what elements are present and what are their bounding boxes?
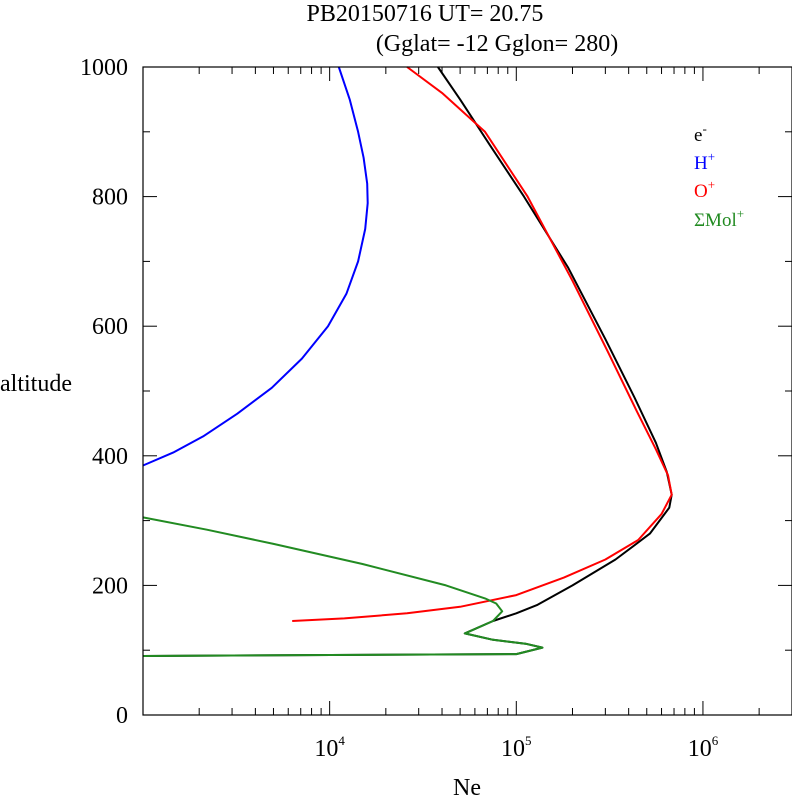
legend-entry: e- — [694, 121, 707, 146]
y-tick-label: 800 — [92, 185, 128, 211]
x-axis-label: Ne — [453, 775, 481, 796]
series-line-1 — [142, 66, 369, 467]
legend-entry: O+ — [694, 177, 715, 202]
legend-entry: H+ — [694, 149, 715, 174]
series-line-2 — [292, 66, 673, 622]
series-line-3 — [142, 516, 544, 657]
y-axis-ticks: 0 200 400 600 800 1000 — [80, 55, 792, 729]
series-line-0 — [142, 66, 673, 657]
chart-title: PB20150716 UT= 20.75 — [307, 1, 544, 27]
series-lines — [142, 66, 673, 657]
x-tick-label: 104 — [314, 733, 345, 762]
x-tick-label: 105 — [501, 733, 532, 762]
y-tick-label: 200 — [92, 573, 128, 599]
y-tick-label: 400 — [92, 444, 128, 470]
x-tick-label: 106 — [688, 733, 719, 762]
y-tick-label: 1000 — [80, 55, 128, 81]
legend: e- H+ O+ ΣMol+ — [694, 121, 744, 231]
y-tick-label: 0 — [116, 703, 128, 729]
chart-subtitle: (Gglat= -12 Gglon= 280) — [376, 31, 618, 57]
legend-entry: ΣMol+ — [694, 206, 744, 231]
y-axis-label: altitude — [0, 371, 72, 397]
y-tick-label: 600 — [92, 314, 128, 340]
